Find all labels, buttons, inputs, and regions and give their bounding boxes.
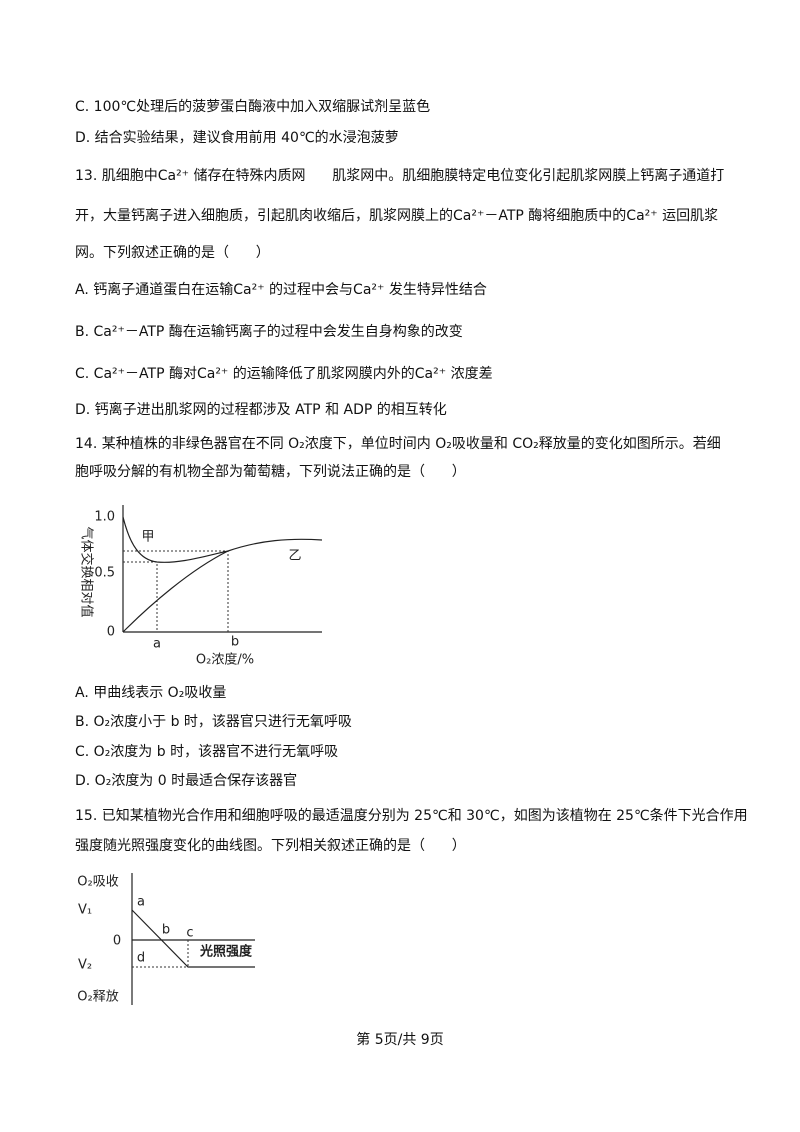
point-label: b — [162, 923, 170, 938]
text-line: A. 甲曲线表示 O₂吸收量 — [75, 685, 227, 701]
y-tick-label: V₁ — [78, 903, 92, 918]
curve — [131, 909, 255, 968]
curve-jia — [122, 516, 229, 563]
figure-1: 1.0 0.5 0 a b 甲 乙 O₂浓度/% 气体交换相对值 — [79, 505, 323, 668]
y-tick-label: V₂ — [78, 958, 92, 973]
text-line: 15. 已知某植物光合作用和细胞呼吸的最适温度分别为 25℃和 30℃，如图为该… — [75, 808, 748, 824]
text-line: 14. 某种植株的非绿色器官在不同 O₂浓度下，单位时间内 O₂吸收量和 CO₂… — [75, 436, 721, 452]
y-axis-label: 气体交换相对值 — [79, 526, 95, 617]
x-axis-label: O₂浓度/% — [196, 652, 254, 668]
text-line: 13. 肌细胞中Ca²⁺ 储存在特殊内质网 肌浆网中。肌细胞膜特定电位变化引起肌… — [75, 168, 725, 184]
text-line: B. Ca²⁺－ATP 酶在运输钙离子的过程中会发生自身构象的改变 — [75, 324, 463, 340]
point-label: d — [137, 951, 145, 966]
guide-line — [123, 561, 158, 632]
text-line: C. Ca²⁺－ATP 酶对Ca²⁺ 的运输降低了肌浆网膜内外的Ca²⁺ 浓度差 — [75, 366, 493, 382]
text-line: C. O₂浓度为 b 时，该器官不进行无氧呼吸 — [75, 744, 339, 760]
curve-label: 甲 — [141, 530, 154, 545]
x-tick-label: b — [231, 635, 239, 650]
text-line: D. O₂浓度为 0 时最适合保存该器官 — [75, 773, 298, 789]
y-top-label: O₂吸收 — [77, 875, 118, 890]
text-line: 强度随光照强度变化的曲线图。下列相关叙述正确的是（ ） — [75, 838, 466, 854]
curve-yi — [122, 538, 323, 633]
text-line: D. 钙离子进出肌浆网的过程都涉及 ATP 和 ADP 的相互转化 — [75, 402, 447, 418]
text-line: A. 钙离子通道蛋白在运输Ca²⁺ 的过程中会与Ca²⁺ 发生特异性结合 — [75, 282, 487, 298]
text-line: D. 结合实验结果，建议食用前用 40℃的水浸泡菠萝 — [75, 130, 399, 146]
guide-line — [132, 940, 189, 968]
text-line: 开，大量钙离子进入细胞质，引起肌肉收缩后，肌浆网膜上的Ca²⁺－ATP 酶将细胞… — [75, 208, 719, 224]
y-tick-label: 1.0 — [94, 510, 115, 525]
text-line: B. O₂浓度小于 b 时，该器官只进行无氧呼吸 — [75, 714, 352, 730]
y-bottom-label: O₂释放 — [77, 990, 118, 1005]
text-line: 胞呼吸分解的有机物全部为葡萄糖，下列说法正确的是（ ） — [75, 464, 466, 480]
curve-label: 乙 — [288, 549, 301, 564]
guide-line — [123, 550, 229, 632]
text-line: C. 100℃处理后的菠萝蛋白酶液中加入双缩脲试剂呈蓝色 — [75, 99, 431, 115]
y-tick-label: 0.5 — [94, 566, 115, 581]
y-tick-label: 0 — [107, 625, 115, 640]
point-label: c — [186, 926, 193, 941]
point-label: a — [137, 895, 145, 910]
x-tick-label: a — [153, 637, 161, 652]
x-axis-label: 光照强度 — [199, 944, 253, 960]
text-line: 网。下列叙述正确的是（ ） — [75, 245, 270, 261]
y-tick-label: 0 — [113, 934, 121, 949]
figure-2: O₂吸收 O₂释放 V₁ 0 V₂ a b c d 光照强度 — [77, 873, 255, 1005]
footer: 第 5页/共 9页 — [356, 1032, 444, 1048]
